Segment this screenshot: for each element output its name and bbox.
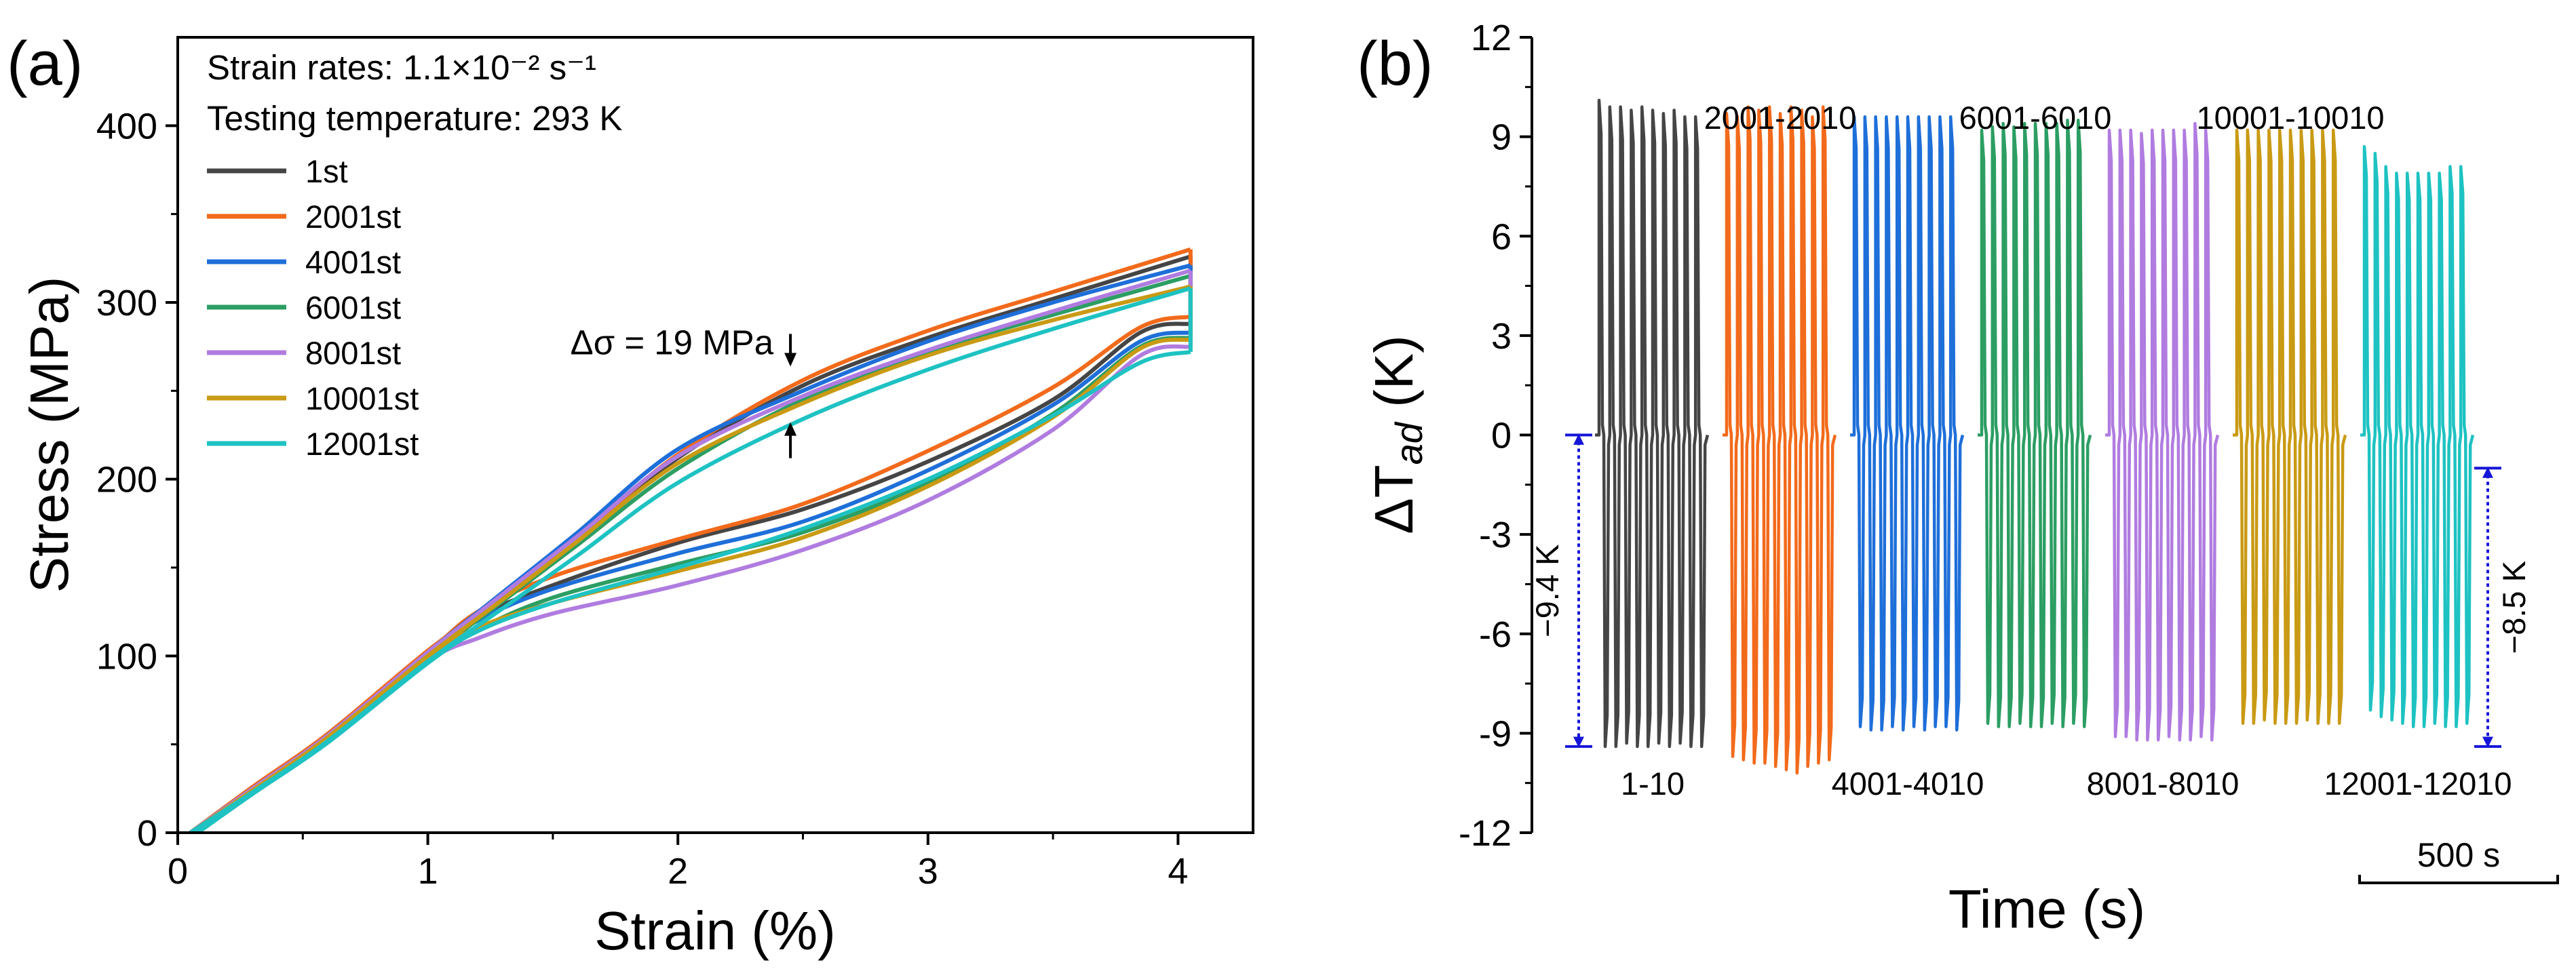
panel-b-block-labels: 1-10 2001-2010 4001-4010 6001-6010 8001-8010…: [1621, 100, 2512, 802]
amplitude-label-right: −8.5 K: [2496, 561, 2532, 654]
block-series-10001-10010: [2233, 128, 2347, 725]
block-label-12001-12010: 12001-12010: [2324, 766, 2512, 802]
legend-label-2001st: 2001st: [305, 199, 401, 235]
b-y-tick-label--3: -3: [1479, 515, 1512, 555]
block-label-6001-6010: 6001-6010: [1959, 100, 2112, 136]
panel-a-series-group: [189, 247, 1193, 833]
panel-b-y-ticks: -12 -9 -6 -3 0 3 6 9 12: [1459, 18, 1532, 854]
panel-a-legend: 1st 2001st 4001st 6001st 8001st 10001st 12001s…: [207, 153, 419, 462]
block-label-10001-10010: 10001-10010: [2196, 100, 2384, 136]
panel-a-plot-frame: [176, 36, 1254, 834]
x-tick-label-4: 4: [1168, 851, 1188, 892]
x-tick-label-1: 1: [418, 851, 438, 892]
b-y-tick-label-12: 12: [1471, 18, 1512, 58]
panel-a-x-axis-label: Strain (%): [594, 901, 836, 961]
legend-label-12001st: 12001st: [305, 426, 419, 462]
y-tick-label-300: 300: [96, 283, 157, 323]
b-y-tick-label--6: -6: [1479, 614, 1512, 655]
y-tick-label-100: 100: [96, 636, 157, 677]
b-y-tick-label-9: 9: [1491, 117, 1512, 158]
legend-label-10001st: 10001st: [305, 380, 419, 416]
amplitude-label-left: −9.4 K: [1529, 545, 1565, 637]
panel-b-temperature-change: (b) 1-10 2001-2010 4001-4010 6001-6010 8001-…: [1357, 18, 2559, 939]
panel-b-series-group: [1595, 98, 2475, 775]
panel-a-info-line-1: Strain rates: 1.1×10⁻² s⁻¹: [207, 48, 596, 87]
panel-b-scale-bar: 500 s: [2358, 836, 2559, 884]
b-y-tick-label-0: 0: [1491, 416, 1512, 456]
panel-a-delta-sigma-annotation: Δσ = 19 MPa: [571, 323, 774, 361]
legend-label-8001st: 8001st: [305, 335, 401, 371]
panel-a-info-line-2: Testing temperature: 293 K: [207, 99, 622, 138]
delta-t-unit: (K): [1364, 335, 1424, 408]
delta-sigma-arrow-bottom-head: [784, 422, 797, 436]
panel-b-x-axis-label: Time (s): [1948, 879, 2145, 939]
block-series-12001-12010: [2360, 145, 2475, 728]
panel-b-y-axis-label: ΔTad (K): [1364, 335, 1430, 534]
block-series-1-10: [1595, 98, 1710, 749]
panel-a-delta-sigma-arrows: [784, 334, 797, 458]
delta-t-symbol: ΔT: [1364, 464, 1424, 534]
b-y-tick-label--9: -9: [1479, 713, 1512, 754]
scale-bar-bracket: [2358, 875, 2559, 884]
series-12001st-unloading: [196, 350, 1191, 833]
block-label-8001-8010: 8001-8010: [2087, 766, 2239, 802]
panel-a-stress-strain: (a) 0 1 2 3 4 0 100 200 300 400 Strain rates: 1.1…: [7, 29, 1254, 961]
b-y-tick-label-6: 6: [1491, 216, 1512, 257]
panel-b-label: (b): [1357, 29, 1433, 98]
b-y-tick-label--12: -12: [1459, 813, 1512, 854]
block-series-6001-6010: [1978, 118, 2092, 728]
legend-label-4001st: 4001st: [305, 244, 401, 280]
b-y-tick-label-3: 3: [1491, 316, 1512, 357]
y-tick-label-200: 200: [96, 460, 157, 500]
y-tick-label-400: 400: [96, 106, 157, 146]
svg-text:ΔTad (K): ΔTad (K): [1364, 335, 1430, 534]
block-label-2001-2010: 2001-2010: [1704, 100, 1857, 136]
panel-a-y-axis-label: Stress (MPa): [19, 277, 79, 593]
block-series-8001-8010: [2105, 121, 2220, 742]
legend-label-6001st: 6001st: [305, 290, 401, 325]
block-label-4001-4010: 4001-4010: [1832, 766, 1984, 802]
block-label-1-10: 1-10: [1621, 766, 1685, 802]
block-series-2001-2010: [1723, 105, 1837, 775]
y-tick-label-0: 0: [137, 813, 157, 854]
delta-sigma-arrow-top-head: [784, 353, 797, 367]
x-tick-label-2: 2: [668, 851, 688, 892]
x-tick-label-0: 0: [168, 851, 188, 892]
x-tick-label-3: 3: [918, 851, 938, 892]
block-series-4001-4010: [1850, 115, 1965, 732]
panel-b-amplitude-annotations: −9.4 K −8.5 K: [1529, 433, 2532, 748]
legend-label-1st: 1st: [305, 153, 348, 189]
scale-bar-label: 500 s: [2417, 836, 2500, 874]
panel-a-label: (a): [7, 29, 83, 98]
delta-t-subscript: ad: [1387, 421, 1430, 464]
panel-a-axes-ticks: 0 1 2 3 4 0 100 200 300 400: [96, 106, 1189, 892]
